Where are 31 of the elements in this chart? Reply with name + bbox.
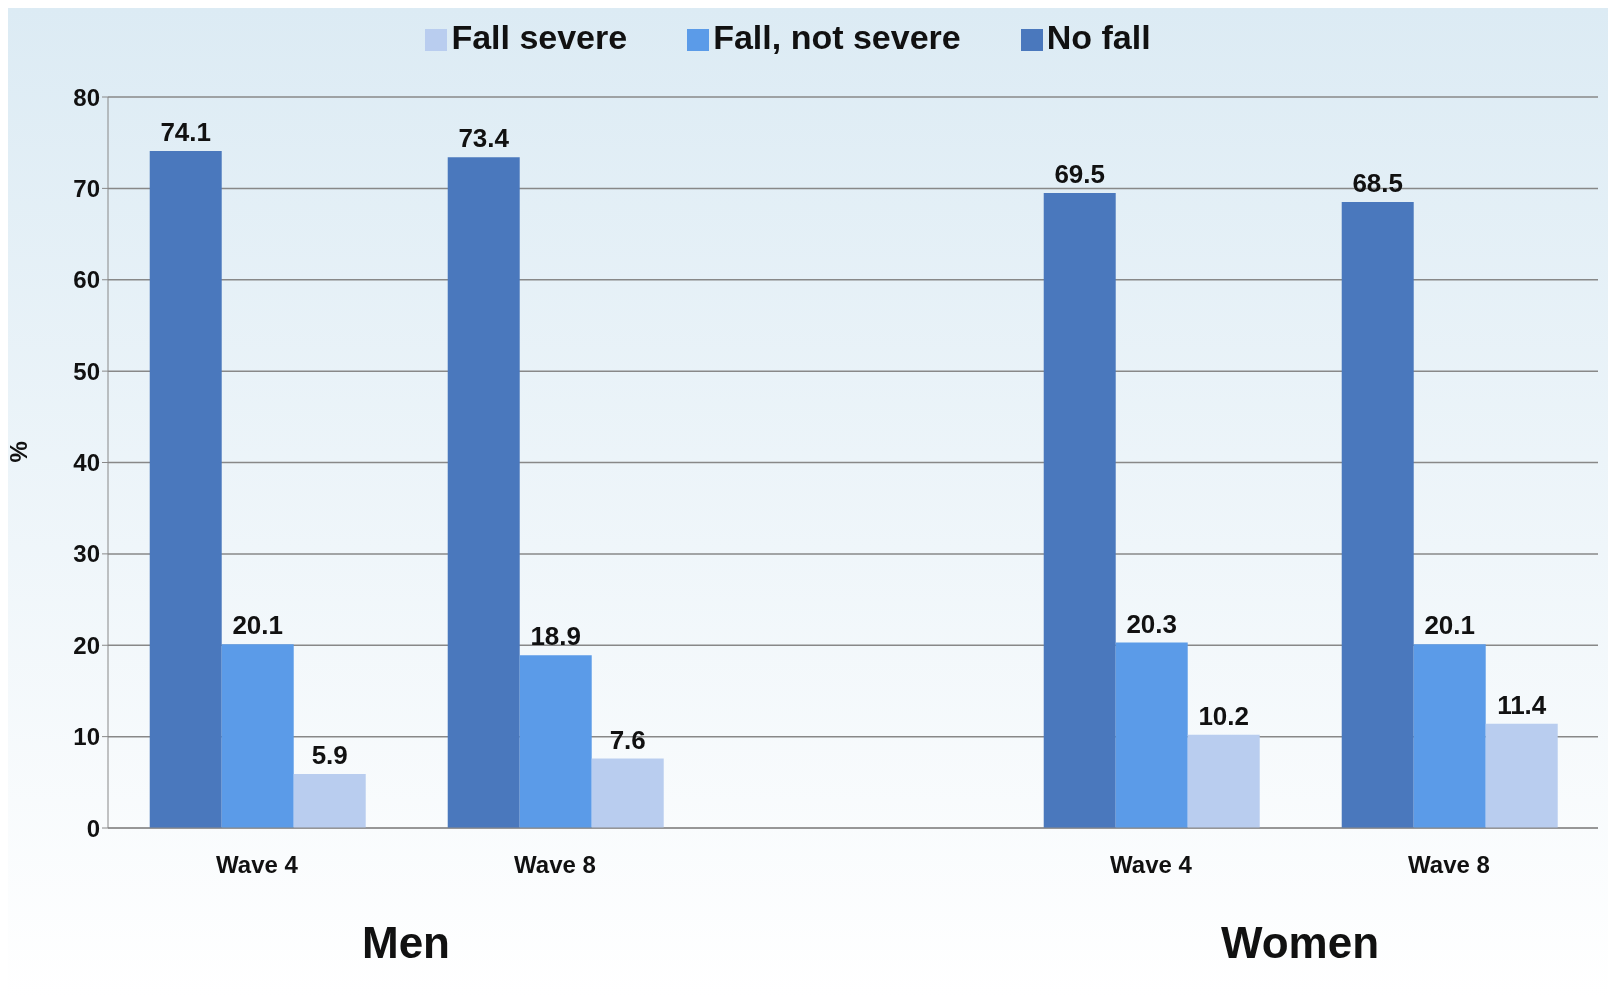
y-tick-label: 60 bbox=[73, 266, 100, 294]
data-label: 5.9 bbox=[311, 740, 348, 771]
y-tick-label: 20 bbox=[73, 631, 100, 659]
x-tick-label: Wave 8 bbox=[514, 851, 596, 879]
y-tick-label: 50 bbox=[73, 357, 100, 385]
data-label: 18.9 bbox=[530, 621, 582, 652]
text: Men bbox=[361, 918, 451, 968]
y-tick-label: 10 bbox=[73, 723, 100, 751]
data-label: 11.4 bbox=[1497, 689, 1547, 720]
data-label: 74.1 bbox=[160, 116, 212, 147]
y-tick-label: 40 bbox=[73, 449, 100, 477]
x-tick-label: Wave 8 bbox=[1408, 851, 1490, 879]
text: Women bbox=[1219, 918, 1381, 968]
y-axis-title: % bbox=[4, 441, 32, 463]
data-label: 20.3 bbox=[1126, 608, 1178, 639]
y-tick-label: 0 bbox=[86, 814, 100, 842]
data-label: 20.1 bbox=[1424, 610, 1476, 641]
y-tick-label: 80 bbox=[73, 83, 100, 111]
data-label: 73.4 bbox=[458, 123, 510, 154]
data-label: 68.5 bbox=[1352, 168, 1404, 199]
data-label: 69.5 bbox=[1054, 158, 1106, 189]
y-tick-label: 70 bbox=[73, 174, 100, 202]
data-label: 10.2 bbox=[1198, 700, 1250, 731]
legend-label: Fall, not severe bbox=[713, 18, 961, 56]
legend-label: Fall severe bbox=[451, 18, 628, 56]
legend-label: No fall bbox=[1046, 18, 1151, 56]
x-tick-label: Wave 4 bbox=[216, 851, 299, 879]
data-label: 20.1 bbox=[232, 610, 284, 641]
y-tick-label: 30 bbox=[73, 540, 100, 568]
data-label: 7.6 bbox=[609, 724, 646, 755]
x-tick-label: Wave 4 bbox=[1110, 851, 1193, 879]
